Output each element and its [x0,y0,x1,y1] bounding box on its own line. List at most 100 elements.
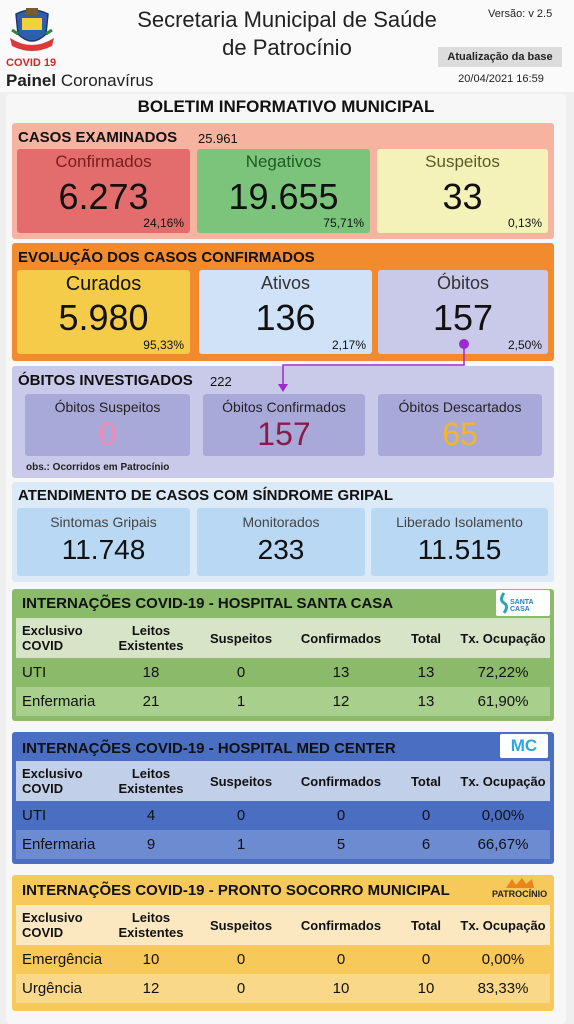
table-cell: Tx. Ocupação [460,917,546,933]
santa-casa-title: INTERNAÇÕES COVID-19 - HOSPITAL SANTA CA… [22,595,394,612]
monitored-label: Monitorados [242,514,320,530]
santa-casa-logo-text: SANTA CASA [510,599,534,613]
update-button[interactable]: Atualização da base [438,47,562,67]
table-cell: Confirmados [300,917,382,933]
table-cell: Leitos Existentes [118,766,184,796]
investigated-title: ÓBITOS INVESTIGADOS [18,372,193,389]
active-label: Ativos [260,273,311,293]
table-row: UTI 4 0 0 0 0,00% [16,801,550,830]
table-cell: Suspeitos [209,917,273,933]
isolation-released-card[interactable]: Liberado Isolamento 11.515 [371,508,548,576]
deaths-discarded-value: 65 [442,416,478,452]
title-line-2: de Patrocínio [222,35,352,60]
col-ocupacao: Tx. Ocupação [460,630,546,646]
table-cell: Exclusivo COVID [22,910,83,940]
evolution-title: EVOLUÇÃO DOS CASOS CONFIRMADOS [18,249,315,266]
connector-arrow-icon [278,339,469,392]
table-row: Enfermaria 9 1 5 6 66,67% [16,830,550,859]
med-center-title: INTERNAÇÕES COVID-19 - HOSPITAL MED CENT… [22,740,396,757]
negative-label: Negativos [245,152,322,171]
table-header-row: Exclusivo COVID Leitos Existentes Suspei… [16,618,550,658]
table-cell: 0 [336,807,346,824]
suspect-card[interactable]: Suspeitos 33 0,13% [377,149,548,233]
table-cell: 10 [332,980,350,997]
table-cell: Urgência [22,980,83,997]
table-cell: 0 [336,951,346,968]
flu-symptoms-label: Sintomas Gripais [50,514,157,530]
table-cell: Leitos Existentes [118,910,184,940]
painel-label: Painel Coronavírus [6,71,153,91]
table-cell: 0 [421,951,431,968]
examined-total: 25.961 [198,131,238,146]
col-confirmados: Confirmados [300,630,382,646]
table-cell: Total [410,773,442,789]
confirmed-card[interactable]: Confirmados 6.273 24,16% [17,149,190,233]
investigated-total: 222 [210,374,232,389]
table-cell: 0 [236,664,246,681]
table-cell: Total [410,917,442,933]
cured-label: Curados [65,273,142,295]
table-row: UTI 18 0 13 13 72,22% [16,658,550,687]
table-header-row: Exclusivo COVID Leitos Existentes Suspei… [16,761,550,801]
active-value: 136 [255,297,316,338]
deaths-confirmed-value: 157 [257,416,311,452]
table-cell: 61,90% [477,693,529,710]
table-cell: 5 [336,836,346,853]
table-row: Urgência 12 0 10 10 83,33% [16,974,550,1003]
table-cell: Enfermaria [22,836,96,853]
examined-title: CASOS EXAMINADOS [18,129,178,146]
deaths-confirmed-card[interactable]: Óbitos Confirmados 157 [203,394,365,456]
negative-pct: 75,71% [323,216,364,230]
deaths-discarded-card[interactable]: Óbitos Descartados 65 [378,394,542,456]
table-cell: 0 [236,980,246,997]
patrocinio-logo-icon: PATROCÍNIO [490,877,548,903]
patrocinio-logo-text: PATROCÍNIO [492,889,548,899]
table-cell: 13 [332,664,350,681]
flu-title: ATENDIMENTO DE CASOS COM SÍNDROME GRIPAL [18,487,394,504]
table-cell: 1 [236,836,246,853]
suspect-pct: 0,13% [507,216,542,230]
active-pct: 2,17% [331,338,366,352]
confirmed-label: Confirmados [55,152,152,171]
table-cell: 83,33% [477,980,529,997]
table-cell: 13 [417,693,435,710]
title-line-1: Secretaria Municipal de Saúde [137,7,437,32]
table-cell: Confirmados [300,773,382,789]
deaths-pct: 2,50% [507,338,542,352]
deaths-confirmed-label: Óbitos Confirmados [222,399,346,415]
santa-casa-section [12,589,554,721]
negative-card[interactable]: Negativos 19.655 75,71% [197,149,370,233]
deaths-suspect-label: Óbitos Suspeitos [54,399,161,415]
confirmed-pct: 24,16% [143,216,184,230]
table-cell: Exclusivo COVID [22,766,83,796]
table-cell: 12 [142,980,160,997]
table-cell: Tx. Ocupação [460,773,546,789]
flu-symptoms-card[interactable]: Sintomas Gripais 11.748 [17,508,190,576]
table-row: Enfermaria 21 1 12 13 61,90% [16,687,550,716]
deaths-label: Óbitos [436,273,490,293]
med-center-logo-icon: MC [500,734,548,758]
table-cell: UTI [22,664,47,681]
version-label: Versão: v 2.5 [488,8,553,20]
update-date: 20/04/2021 16:59 [458,73,544,85]
monitored-card[interactable]: Monitorados 233 [197,508,365,576]
table-cell: Enfermaria [22,693,96,710]
table-cell: 0,00% [481,951,525,968]
table-cell: 1 [236,693,246,710]
table-cell: 66,67% [477,836,529,853]
deaths-discarded-label: Óbitos Descartados [398,399,522,415]
table-cell: 0 [421,807,431,824]
active-card[interactable]: Ativos 136 2,17% [199,270,372,354]
table-cell: 13 [417,664,435,681]
cured-card[interactable]: Curados 5.980 95,33% [17,270,190,354]
col-suspeitos: Suspeitos [209,630,273,646]
med-center-table: Exclusivo COVID Leitos Existentes Suspei… [16,761,550,859]
cured-pct: 95,33% [143,338,184,352]
city-crest-icon [10,8,54,51]
pronto-socorro-title: INTERNAÇÕES COVID-19 - PRONTO SOCORRO MU… [22,882,450,899]
investigated-note: obs.: Ocorridos em Patrocínio [26,462,170,473]
santa-casa-table: Exclusivo COVID Leitos Existentes Suspei… [16,618,550,716]
col-leitos: Leitos Existentes [118,623,184,653]
table-cell: 10 [142,951,160,968]
deaths-suspect-card[interactable]: Óbitos Suspeitos 0 [25,394,190,456]
